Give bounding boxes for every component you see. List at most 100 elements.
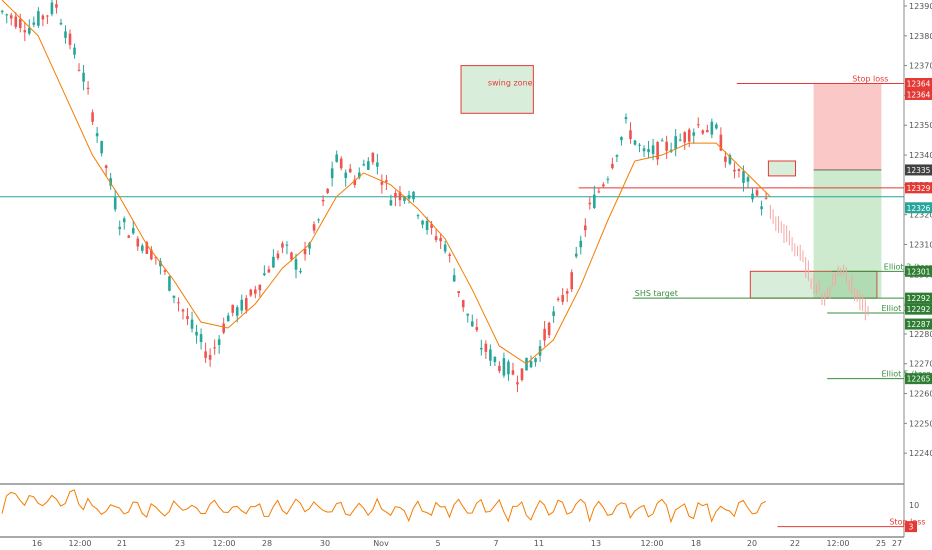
candle-body [122, 218, 126, 223]
candle-body [403, 196, 406, 202]
time-axis[interactable]: 16 12:00 21 23 12:00 28 30 Nov 5 7 11 13 12:00 18 20 22… [32, 539, 902, 548]
candle-body [498, 365, 501, 372]
y-tick-label: 12320 [909, 211, 932, 220]
candle-body [430, 224, 433, 228]
candle-body [760, 206, 763, 210]
candle-body [606, 178, 610, 180]
candle-body [683, 132, 687, 143]
candle-body [77, 69, 81, 71]
price-badge-label: 12287 [907, 320, 931, 329]
zone-box[interactable] [767, 160, 797, 177]
y-tick-label: 12280 [909, 330, 932, 339]
x-tick-label: 16 [32, 539, 42, 548]
candle-body [258, 284, 262, 291]
candle-body [5, 14, 9, 16]
candle-body [254, 289, 257, 294]
candle-body [308, 242, 311, 249]
projection-path [769, 204, 869, 321]
x-tick-label: 12:00 [212, 539, 235, 548]
candle-body [55, 4, 58, 8]
candle-body [303, 248, 307, 255]
candle-body [416, 215, 420, 217]
candle-body [330, 168, 334, 179]
candle-body [267, 269, 271, 273]
x-tick-label: 12:00 [640, 539, 663, 548]
candle-body [475, 327, 479, 331]
candle-body [82, 72, 85, 82]
candle-body [348, 168, 352, 173]
candle-body [9, 15, 13, 19]
candle-body [312, 224, 316, 231]
candle-body [574, 253, 578, 257]
candle-body [687, 129, 691, 142]
y-tick-label: 12350 [909, 121, 932, 130]
candle-body [439, 237, 442, 242]
candle-body [556, 298, 560, 301]
candle-body [511, 370, 515, 375]
candle-body [620, 136, 623, 141]
x-tick-label: 22 [790, 539, 800, 548]
candle-body [724, 156, 727, 162]
candle-body [14, 16, 18, 27]
candle-body [489, 349, 492, 361]
oscillator-panel: Stop loss [1, 489, 926, 528]
candle-body [294, 259, 298, 270]
candle-body [710, 121, 714, 135]
candle-body [276, 253, 280, 259]
candle-body [208, 355, 212, 360]
price-badge-label: 12364 [907, 79, 931, 88]
candle-body [502, 358, 506, 376]
short-position-tool[interactable] [813, 83, 882, 299]
candle-body [344, 172, 348, 178]
stop-zone[interactable] [813, 83, 882, 170]
candle-body [665, 141, 668, 151]
y-tick-label: 12270 [909, 360, 932, 369]
x-tick-label: 11 [534, 539, 544, 548]
candle-body [321, 199, 325, 202]
price-badge [905, 265, 932, 277]
candle-body [131, 228, 135, 234]
candle-body [742, 171, 745, 183]
candle-body [421, 220, 424, 225]
candle-body [226, 315, 230, 322]
candle-body [385, 180, 388, 182]
x-tick-label: 12:00 [68, 539, 91, 548]
price-badge-label: 12292 [907, 294, 931, 303]
zone-box[interactable] [460, 65, 534, 114]
price-panel-background [0, 0, 904, 483]
candle-body [172, 295, 176, 298]
candle-body [141, 245, 144, 251]
candle-body [86, 87, 90, 89]
candle-body [552, 311, 555, 316]
candle-body [746, 177, 750, 182]
candle-body [715, 124, 718, 129]
target-zone[interactable] [813, 169, 882, 299]
candle-body [240, 299, 244, 311]
candle-body [434, 236, 438, 240]
candle-body [529, 361, 533, 368]
x-tick-label: 5 [435, 539, 440, 548]
candle-body [615, 155, 619, 157]
candle-body [461, 300, 465, 308]
candle-body [448, 254, 451, 256]
candle-body [204, 351, 207, 358]
candle-body [678, 139, 682, 141]
candle-body [339, 158, 343, 169]
candle-body [638, 144, 641, 146]
candle-body [145, 242, 149, 254]
candle-body [565, 291, 569, 294]
candle-body [656, 141, 659, 160]
candle-body [629, 130, 632, 140]
price-badge-label: 12301 [907, 267, 931, 276]
candle-body [466, 313, 470, 316]
candle-body [28, 27, 31, 34]
candle-body [168, 276, 171, 291]
candle-body [389, 200, 393, 206]
candle-body [376, 162, 379, 167]
candle-body [326, 188, 329, 193]
y-tick-label: 12310 [909, 240, 932, 249]
candle-body [290, 252, 293, 260]
price-badge [905, 202, 932, 214]
y-tick-label: 12370 [909, 62, 932, 71]
